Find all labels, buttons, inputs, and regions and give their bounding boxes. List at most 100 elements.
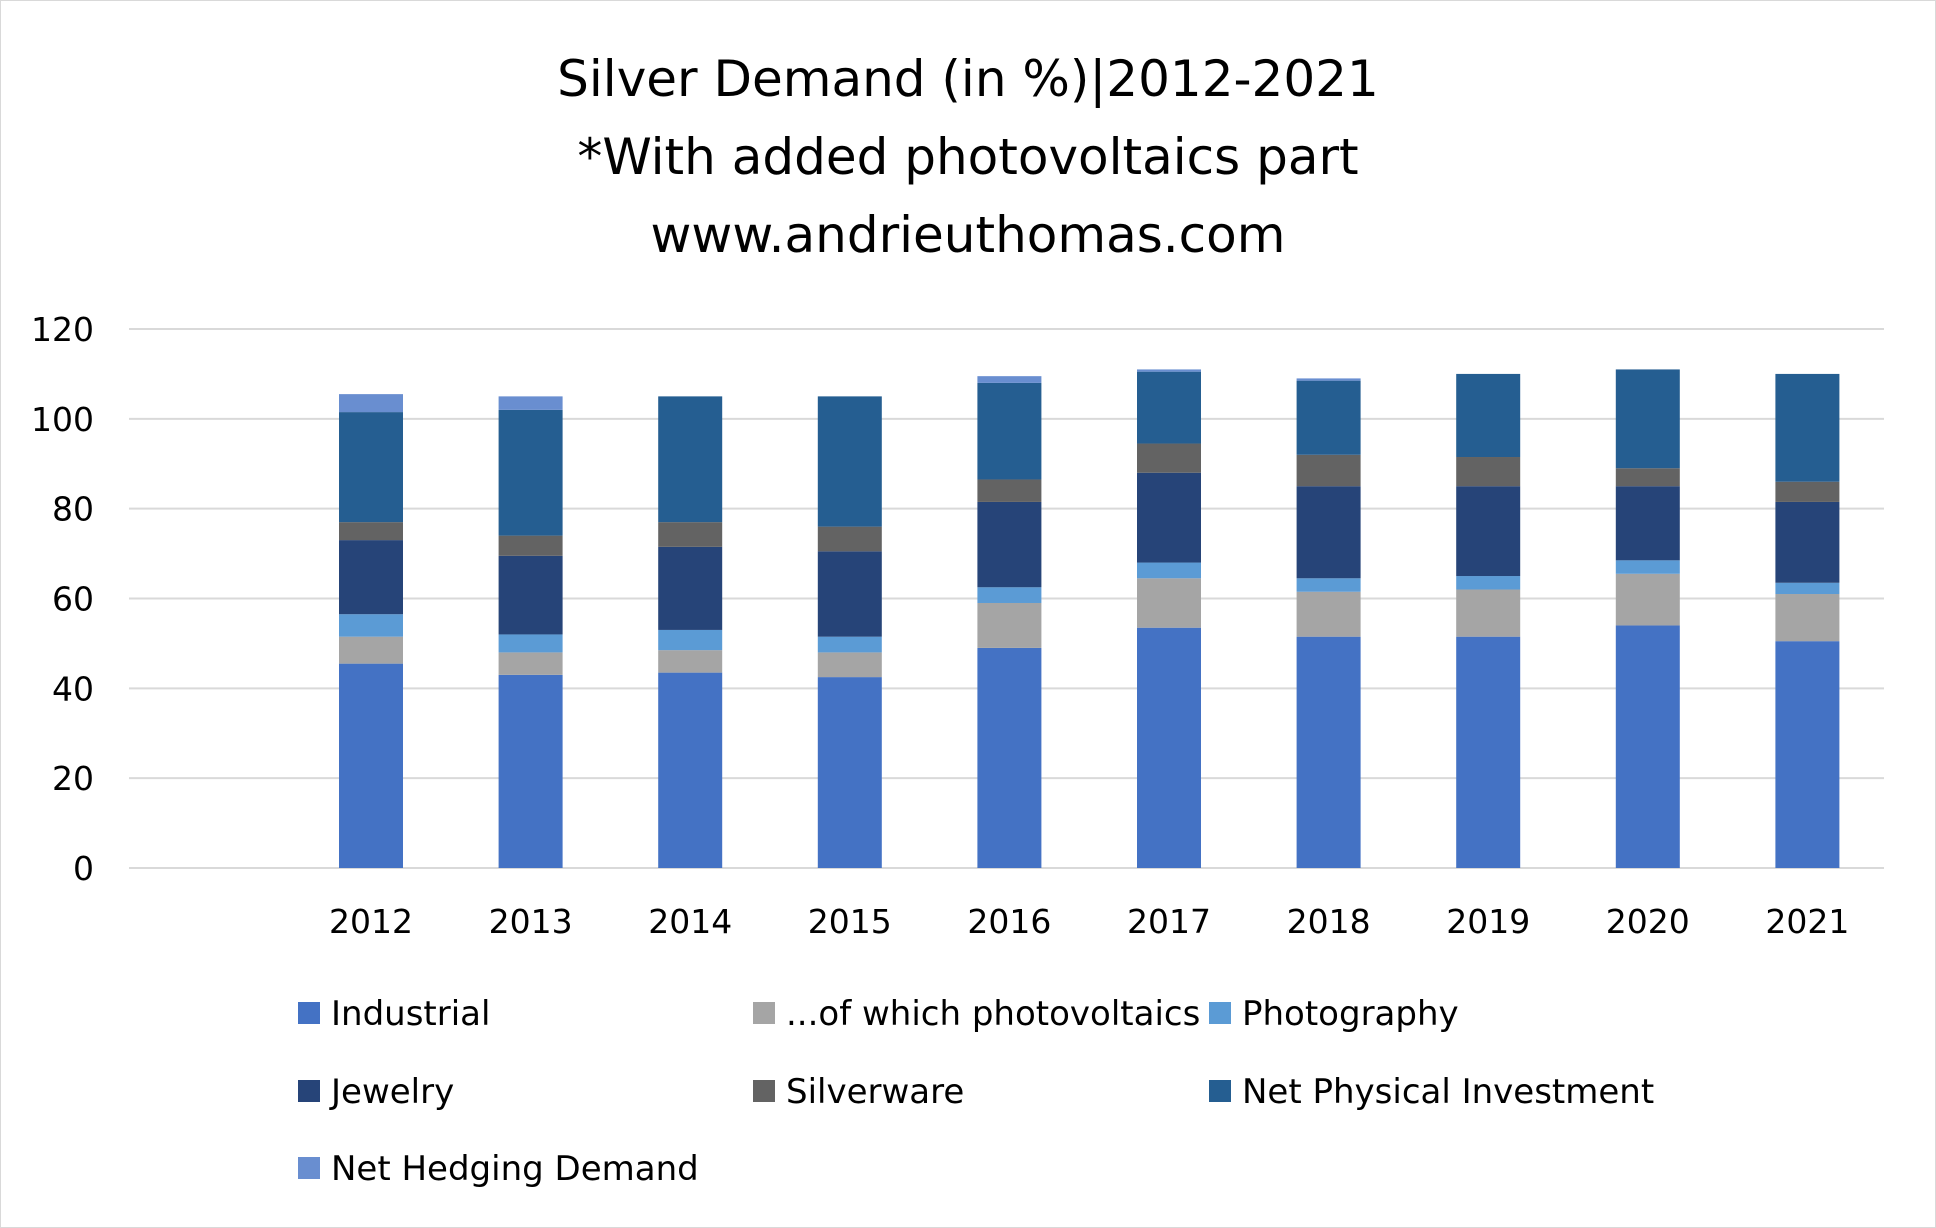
bar-segment bbox=[817, 677, 882, 868]
bar-stack-2013 bbox=[498, 396, 563, 868]
bar-segment bbox=[817, 551, 882, 637]
bar-stack-2017 bbox=[1137, 369, 1201, 868]
bar-stack-2015 bbox=[817, 396, 882, 868]
legend-item: Silverware bbox=[753, 1072, 964, 1112]
bar-segment bbox=[658, 546, 723, 630]
bar-segment bbox=[1296, 380, 1361, 455]
bar-segment bbox=[339, 540, 403, 615]
chart-title: Silver Demand (in %)|2012-2021 *With add… bbox=[557, 50, 1379, 264]
bar-segment bbox=[1775, 641, 1840, 868]
bar-segment bbox=[977, 602, 1042, 648]
bar-segment bbox=[977, 376, 1042, 383]
bar-segment bbox=[1137, 627, 1201, 868]
bar-stack-2012 bbox=[339, 394, 403, 868]
x-tick-label: 2014 bbox=[648, 902, 732, 941]
bar-stack-2018 bbox=[1296, 378, 1361, 868]
bar-segment bbox=[1456, 457, 1521, 487]
legend-swatch bbox=[1209, 1002, 1231, 1024]
y-tick-label: 40 bbox=[52, 669, 94, 708]
bar-segment bbox=[1137, 369, 1201, 372]
bar-segment bbox=[1456, 636, 1521, 868]
bar-segment bbox=[1296, 378, 1361, 381]
bar-segment bbox=[1456, 373, 1521, 458]
bar-segment bbox=[1775, 373, 1840, 482]
bar-stack-2016 bbox=[977, 376, 1042, 868]
legend-swatch bbox=[1209, 1080, 1231, 1102]
bar-stack-2021 bbox=[1775, 373, 1840, 868]
bar-segment bbox=[1296, 578, 1361, 592]
legend-item: Photography bbox=[1209, 994, 1459, 1034]
y-tick-label: 0 bbox=[73, 849, 94, 888]
y-tick-label: 60 bbox=[52, 580, 94, 619]
x-tick-label: 2018 bbox=[1287, 902, 1371, 941]
legend-label: Photography bbox=[1242, 994, 1459, 1034]
legend-label: Net Hedging Demand bbox=[331, 1149, 699, 1189]
bar-segment bbox=[498, 409, 563, 536]
bar-segment bbox=[977, 501, 1042, 588]
bar-segment bbox=[1775, 501, 1840, 583]
bar-segment bbox=[1775, 594, 1840, 642]
legend-label: Silverware bbox=[786, 1072, 964, 1112]
chart-title-line-2: *With added photovoltaics part bbox=[577, 128, 1358, 186]
bar-segment bbox=[498, 652, 563, 675]
y-tick-label: 80 bbox=[52, 490, 94, 529]
x-tick-label: 2016 bbox=[967, 902, 1051, 941]
x-tick-label: 2015 bbox=[808, 902, 892, 941]
chart-title-line-1: Silver Demand (in %)|2012-2021 bbox=[557, 50, 1379, 108]
bar-segment bbox=[1615, 560, 1680, 574]
bar-segment bbox=[339, 412, 403, 523]
bar-segment bbox=[817, 636, 882, 653]
legend-swatch bbox=[298, 1002, 320, 1024]
bar-segment bbox=[1296, 486, 1361, 579]
bar-segment bbox=[658, 650, 723, 673]
bar-segment bbox=[1615, 486, 1680, 561]
bar-segment bbox=[658, 672, 723, 868]
x-tick-label: 2021 bbox=[1765, 902, 1849, 941]
bar-segment bbox=[977, 382, 1042, 480]
bar-segment bbox=[817, 396, 882, 527]
bar-segment bbox=[498, 535, 563, 556]
bar-segment bbox=[1137, 371, 1201, 444]
x-tick-label: 2017 bbox=[1127, 902, 1211, 941]
bar-segment bbox=[1615, 468, 1680, 487]
bar-segment bbox=[498, 555, 563, 635]
bar-stack-2020 bbox=[1615, 369, 1680, 868]
bar-segment bbox=[1456, 589, 1521, 637]
bar-segment bbox=[498, 674, 563, 868]
y-axis-tick-labels: 0 20 40 60 80 100 120 bbox=[31, 310, 94, 888]
bar-segment bbox=[977, 479, 1042, 502]
x-tick-label: 2019 bbox=[1446, 902, 1530, 941]
legend-label: Net Physical Investment bbox=[1242, 1072, 1654, 1112]
bar-segment bbox=[1456, 486, 1521, 577]
bar-segment bbox=[1296, 591, 1361, 637]
chart-title-line-3: www.andrieuthomas.com bbox=[651, 206, 1286, 264]
bar-segment bbox=[339, 394, 403, 413]
bar-segment bbox=[1296, 636, 1361, 868]
legend-item: Jewelry bbox=[298, 1072, 454, 1112]
y-tick-label: 20 bbox=[52, 759, 94, 798]
legend-item: Industrial bbox=[298, 994, 490, 1034]
bar-segment bbox=[1775, 481, 1840, 502]
bar-segment bbox=[1615, 625, 1680, 868]
legend-swatch bbox=[298, 1157, 320, 1179]
bar-segment bbox=[498, 396, 563, 410]
bar-stack-2014 bbox=[658, 396, 723, 868]
bar-segment bbox=[817, 652, 882, 678]
legend-swatch bbox=[298, 1080, 320, 1102]
bar-segment bbox=[1137, 578, 1201, 628]
legend-item: Net Hedging Demand bbox=[298, 1149, 699, 1189]
x-tick-label: 2012 bbox=[329, 902, 413, 941]
bar-segment bbox=[339, 522, 403, 541]
bar-segment bbox=[1137, 472, 1201, 563]
bar-segment bbox=[339, 614, 403, 637]
bar-segment bbox=[977, 587, 1042, 603]
legend-swatch bbox=[753, 1080, 775, 1102]
legend-label: ...of which photovoltaics bbox=[786, 994, 1200, 1034]
bar-segment bbox=[1137, 443, 1201, 473]
bar-segment bbox=[498, 634, 563, 653]
y-tick-label: 120 bbox=[31, 310, 94, 349]
bar-segment bbox=[339, 663, 403, 868]
x-axis-tick-labels: 2012 2013 2014 2015 2016 2017 2018 2019 2020 2021 bbox=[329, 902, 1849, 941]
bar-segment bbox=[339, 636, 403, 664]
